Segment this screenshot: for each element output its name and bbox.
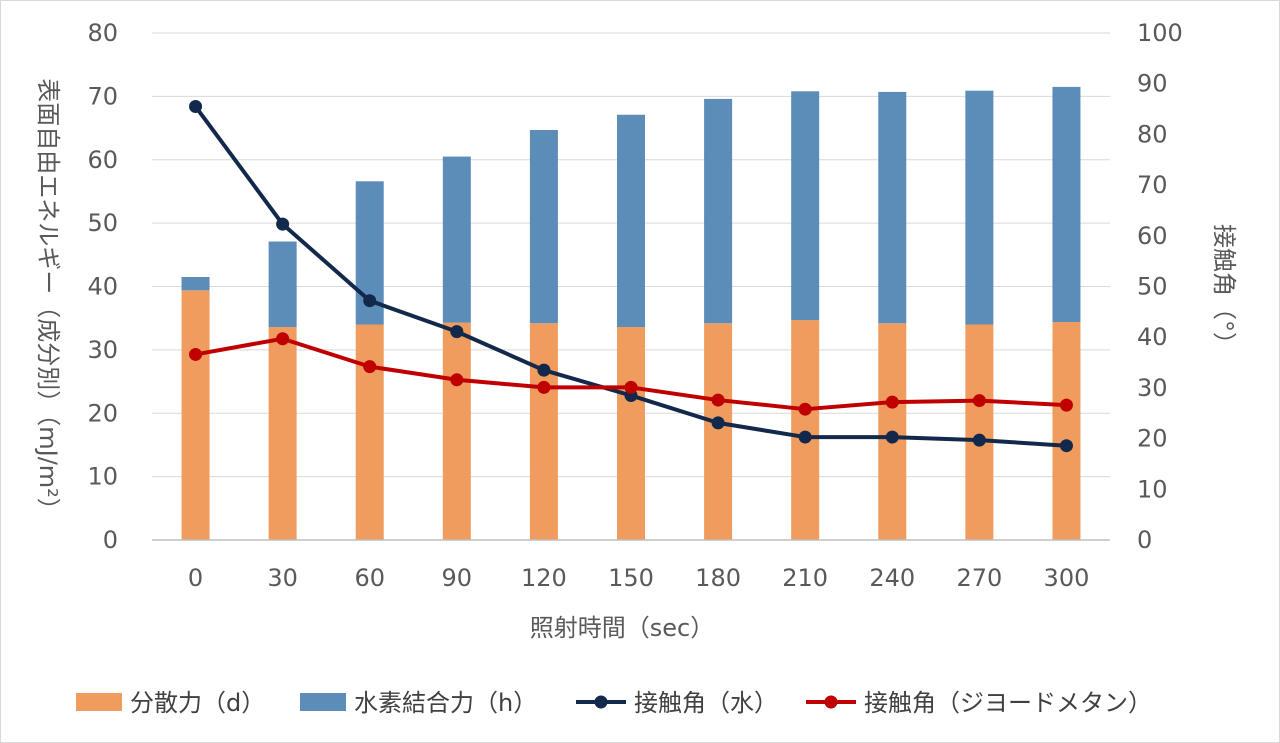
bar-0-4 <box>529 323 558 540</box>
y-tick-left-6: 60 <box>87 146 118 174</box>
point-1-1 <box>276 332 290 346</box>
bar-0-1 <box>268 327 297 540</box>
y-tick-left-3: 30 <box>87 336 118 364</box>
x-tick-0: 0 <box>188 564 203 592</box>
legend: 分散力（d） 水素結合力（h） 接触角（水） 接触角（ジヨードメタン） <box>76 689 1152 717</box>
point-0-7 <box>798 430 812 444</box>
bar-1-3 <box>442 156 471 323</box>
point-1-8 <box>885 395 899 409</box>
y-tick-left-4: 40 <box>87 273 118 301</box>
x-tick-7: 210 <box>782 564 828 592</box>
bar-0-9 <box>965 324 994 540</box>
legend-label-2: 接触角（水） <box>634 689 778 717</box>
bar-1-10 <box>1052 86 1081 322</box>
bar-1-6 <box>704 98 733 324</box>
bar-0-3 <box>442 322 471 540</box>
y-ticks-right: 0 10 20 30 40 50 60 70 80 90 100 <box>1137 19 1183 554</box>
x-tick-4: 120 <box>521 564 567 592</box>
point-1-4 <box>537 380 551 394</box>
bar-1-7 <box>791 91 820 321</box>
x-axis-title: 照射時間（sec） <box>530 614 714 642</box>
point-0-1 <box>276 217 290 231</box>
point-0-3 <box>450 325 464 339</box>
y-axis-title-left: 表面自由エネルギー（成分別）（mJ/m²） <box>34 78 62 522</box>
legend-swatch-1 <box>300 693 346 711</box>
y-tick-left-8: 80 <box>87 19 118 47</box>
legend-marker-2 <box>594 695 608 709</box>
point-0-9 <box>972 433 986 447</box>
point-1-7 <box>798 402 812 416</box>
point-1-10 <box>1059 398 1073 412</box>
bar-0-2 <box>355 324 384 540</box>
y-tick-right-5: 50 <box>1137 273 1168 301</box>
bar-0-6 <box>704 323 733 540</box>
x-tick-1: 30 <box>267 564 298 592</box>
bar-0-0 <box>181 290 210 540</box>
y-tick-right-1: 10 <box>1137 475 1168 503</box>
y-tick-right-0: 0 <box>1137 526 1152 554</box>
bar-0-10 <box>1052 321 1081 540</box>
y-axis-title-right: 接触角（°） <box>1210 224 1238 356</box>
point-0-6 <box>711 416 725 430</box>
point-1-2 <box>363 360 377 374</box>
bar-1-1 <box>268 241 297 328</box>
legend-marker-3 <box>824 695 838 709</box>
x-ticks: 0 30 60 90 120 150 180 210 240 270 300 <box>188 564 1089 592</box>
bar-0-5 <box>617 327 645 540</box>
x-tick-2: 60 <box>354 564 385 592</box>
legend-swatch-0 <box>76 693 122 711</box>
point-1-9 <box>972 394 986 408</box>
y-tick-right-10: 100 <box>1137 19 1183 47</box>
y-tick-right-9: 90 <box>1137 70 1168 98</box>
point-1-0 <box>189 347 203 361</box>
y-tick-left-1: 10 <box>87 463 118 491</box>
bar-1-4 <box>529 129 558 324</box>
y-tick-left-5: 50 <box>87 209 118 237</box>
x-tick-9: 270 <box>956 564 1002 592</box>
legend-label-3: 接触角（ジヨードメタン） <box>864 689 1152 717</box>
x-tick-8: 240 <box>869 564 915 592</box>
y-tick-left-2: 20 <box>87 399 118 427</box>
point-0-4 <box>537 363 551 377</box>
lines <box>189 100 1073 453</box>
point-1-3 <box>450 373 464 387</box>
legend-label-1: 水素結合力（h） <box>354 689 537 717</box>
point-0-8 <box>885 430 899 444</box>
y-tick-right-3: 30 <box>1137 374 1168 402</box>
point-0-2 <box>363 294 377 308</box>
legend-label-0: 分散力（d） <box>130 689 265 717</box>
y-ticks-left: 0 10 20 30 40 50 60 70 80 <box>87 19 118 554</box>
y-tick-right-2: 20 <box>1137 425 1168 453</box>
bar-1-8 <box>878 91 907 324</box>
x-tick-5: 150 <box>608 564 654 592</box>
y-tick-right-6: 60 <box>1137 222 1168 250</box>
y-tick-right-7: 70 <box>1137 171 1168 199</box>
y-tick-left-7: 70 <box>87 82 118 110</box>
bar-1-5 <box>617 114 645 328</box>
point-1-6 <box>711 393 725 407</box>
bar-1-9 <box>965 90 994 325</box>
bar-0-7 <box>791 320 820 540</box>
x-tick-3: 90 <box>442 564 473 592</box>
point-0-0 <box>189 100 203 114</box>
x-tick-10: 300 <box>1044 564 1090 592</box>
y-tick-right-8: 80 <box>1137 120 1168 148</box>
x-tick-6: 180 <box>695 564 741 592</box>
y-tick-left-0: 0 <box>103 526 118 554</box>
y-tick-right-4: 40 <box>1137 323 1168 351</box>
bar-1-0 <box>181 276 210 291</box>
point-1-5 <box>624 380 638 394</box>
point-0-10 <box>1059 439 1073 453</box>
